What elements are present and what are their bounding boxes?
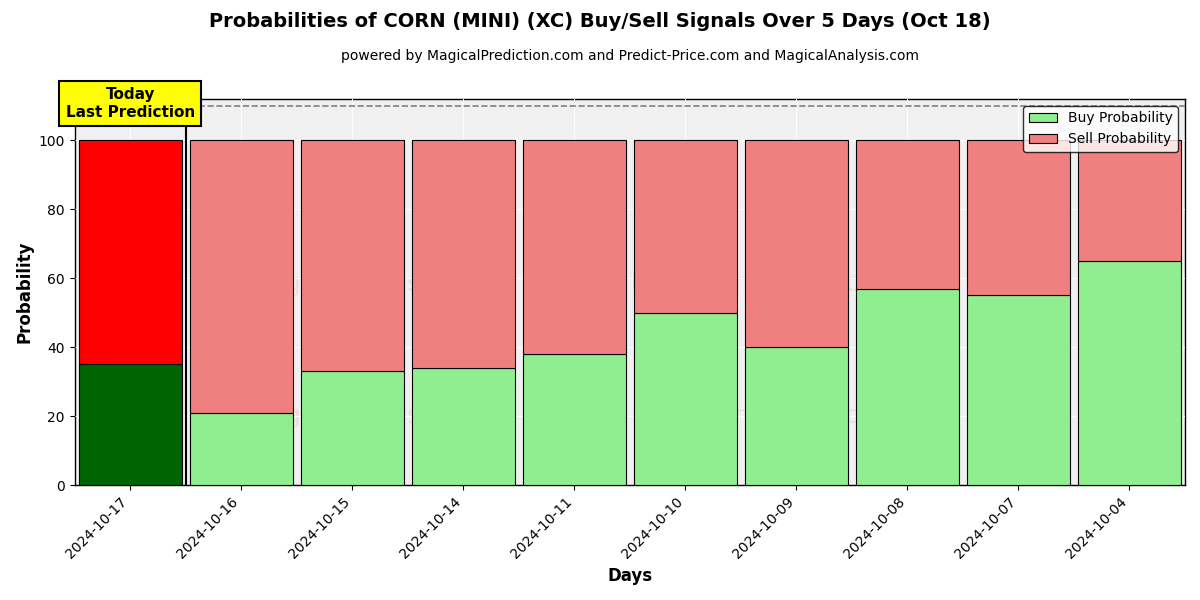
Bar <box>523 354 626 485</box>
Bar <box>634 313 737 485</box>
Legend: Buy Probability, Sell Probability: Buy Probability, Sell Probability <box>1024 106 1178 152</box>
Bar <box>301 140 404 371</box>
Text: MagicalPrediction.com: MagicalPrediction.com <box>630 404 896 428</box>
Bar <box>856 289 959 485</box>
Bar <box>523 140 626 354</box>
Text: MagicalAnalysis.com: MagicalAnalysis.com <box>252 272 497 296</box>
Bar <box>190 413 293 485</box>
Bar <box>190 140 293 413</box>
Bar <box>1078 140 1181 261</box>
Bar <box>634 140 737 313</box>
Bar <box>967 140 1070 295</box>
Y-axis label: Probability: Probability <box>16 241 34 343</box>
Bar <box>745 347 848 485</box>
Text: Probabilities of CORN (MINI) (XC) Buy/Sell Signals Over 5 Days (Oct 18): Probabilities of CORN (MINI) (XC) Buy/Se… <box>209 12 991 31</box>
Text: Today
Last Prediction: Today Last Prediction <box>66 87 194 119</box>
Text: MagicalPrediction.com: MagicalPrediction.com <box>630 272 896 296</box>
Bar <box>856 140 959 289</box>
Text: MagicalAnalysis.com: MagicalAnalysis.com <box>252 404 497 428</box>
X-axis label: Days: Days <box>607 567 653 585</box>
Bar <box>412 368 515 485</box>
Bar <box>78 140 182 364</box>
Bar <box>1078 261 1181 485</box>
Bar <box>745 140 848 347</box>
Bar <box>967 295 1070 485</box>
Title: powered by MagicalPrediction.com and Predict-Price.com and MagicalAnalysis.com: powered by MagicalPrediction.com and Pre… <box>341 49 919 63</box>
Bar <box>78 364 182 485</box>
Bar <box>301 371 404 485</box>
Bar <box>412 140 515 368</box>
